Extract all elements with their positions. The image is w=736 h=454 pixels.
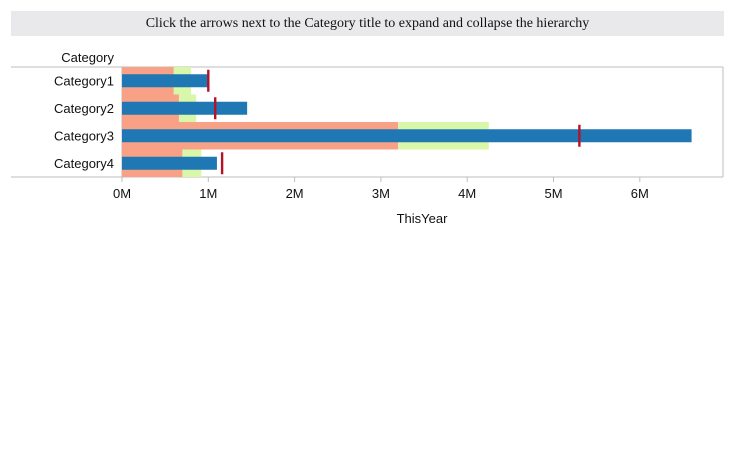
x-tick-label: 6M xyxy=(631,186,649,201)
x-tick-label: 4M xyxy=(458,186,476,201)
value-bar xyxy=(122,101,248,115)
x-tick-label: 3M xyxy=(372,186,390,201)
category-labels: Category1 Category2 Category3 Category4 xyxy=(54,73,114,171)
x-axis: 0M 1M 2M 3M 4M 5M 6M xyxy=(113,177,649,201)
category-label: Category2 xyxy=(54,101,114,116)
value-bar xyxy=(122,74,209,88)
instruction-text: Click the arrows next to the Category ti… xyxy=(145,15,590,31)
category-label: Category1 xyxy=(54,73,114,88)
category-label: Category4 xyxy=(54,156,114,171)
x-tick-label: 0M xyxy=(113,186,131,201)
x-tick-label: 2M xyxy=(286,186,304,201)
value-bar xyxy=(122,129,692,143)
category-label: Category3 xyxy=(54,128,114,143)
target-markers xyxy=(207,69,581,175)
x-tick-label: 1M xyxy=(199,186,217,201)
value-bar xyxy=(122,156,217,170)
category-header[interactable]: Category xyxy=(61,50,114,65)
x-axis-title: ThisYear xyxy=(397,211,448,226)
instruction-banner: Click the arrows next to the Category ti… xyxy=(11,11,724,36)
x-tick-label: 5M xyxy=(544,186,562,201)
value-bars xyxy=(122,74,692,170)
